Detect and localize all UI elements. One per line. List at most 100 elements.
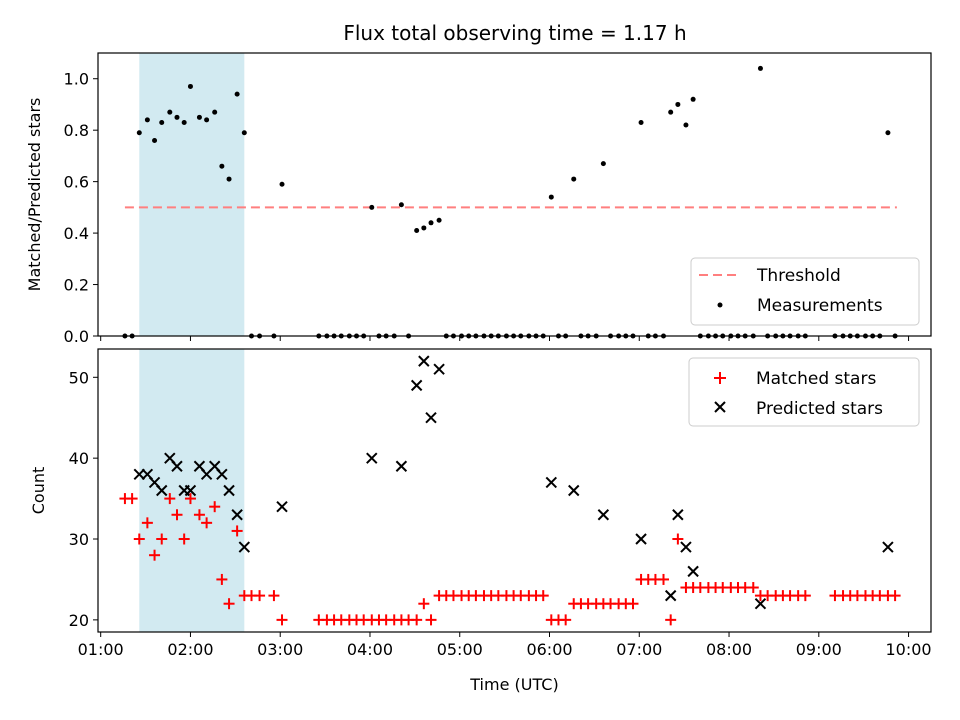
matched-star-point [658, 573, 670, 585]
measurement-point [196, 114, 202, 120]
measurement-point [152, 137, 158, 143]
measurement-point [136, 130, 142, 136]
matched-star-point [209, 501, 221, 513]
chart-title: Flux total observing time = 1.17 h [343, 21, 686, 45]
matched-star-point [231, 525, 243, 537]
measurement-point [668, 109, 674, 115]
predicted-star-point [410, 379, 423, 392]
bottom-y-ticks: 20 30 40 50 [69, 368, 98, 630]
predicted-star-point [635, 533, 647, 545]
measurement-point [187, 83, 193, 89]
matched-star-point [216, 573, 228, 585]
measurement-point [757, 65, 763, 71]
predicted-star-point [231, 509, 243, 521]
x-tick-label: 09:00 [796, 640, 842, 659]
measurement-point [219, 163, 225, 169]
y-tick-label: 20 [69, 611, 89, 630]
top-x-ticks [100, 336, 910, 341]
legend-matched-swatch [714, 372, 726, 384]
matched-star-point [149, 549, 161, 561]
matched-star-point [164, 493, 176, 505]
matched-star-point [193, 509, 205, 521]
legend-predicted-swatch [714, 401, 726, 413]
measurement-point [279, 181, 285, 187]
matched-star-point [156, 533, 168, 545]
measurement-point [428, 220, 434, 226]
bottom-legend: Matched stars Predicted stars [688, 357, 920, 427]
measurement-point [600, 161, 606, 167]
predicted-star-point [276, 500, 288, 513]
matched-star-point [411, 614, 423, 626]
y-tick-label: 40 [69, 449, 89, 468]
predicted-star-point [680, 541, 692, 553]
legend-matched-label: Matched stars [756, 369, 876, 389]
measurement-point [571, 176, 577, 182]
y-tick-label: 0.2 [64, 276, 89, 295]
measurement-point [204, 117, 210, 123]
bottom-x-ticks: 01:00 02:00 03:00 04:00 05:00 06:00 07:00 08:00… [78, 632, 932, 659]
x-axis-label: Time (UTC) [469, 675, 558, 694]
predicted-star-point [425, 412, 437, 424]
measurement-point [414, 228, 420, 234]
measurement-point [234, 91, 240, 97]
measurement-point [167, 109, 173, 115]
x-tick-label: 08:00 [706, 640, 752, 659]
y-tick-label: 1.0 [64, 70, 89, 89]
predicted-star-point [395, 460, 408, 472]
matched-star-point [889, 590, 901, 602]
measurement-point [226, 176, 232, 182]
matched-star-point [537, 590, 549, 602]
y-tick-label: 0.8 [64, 121, 89, 140]
y-tick-label: 0.0 [64, 327, 89, 346]
predicted-star-point [664, 589, 677, 602]
predicted-star-point [418, 355, 430, 367]
measurement-point [159, 119, 165, 125]
legend-threshold-label: Threshold [756, 266, 841, 286]
top-shaded-region-layer [139, 53, 245, 336]
top-y-axis-label: Matched/Predicted stars [25, 98, 44, 292]
measurement-point [144, 117, 150, 123]
legend-measurements-label: Measurements [757, 296, 883, 316]
matched-star-point [254, 590, 266, 602]
matched-star-point [276, 614, 288, 626]
bottom-y-axis-label: Count [29, 467, 48, 515]
matched-star-point [133, 533, 145, 545]
matched-star-point [799, 590, 811, 602]
matched-star-point [672, 533, 684, 545]
matched-star-point [747, 582, 759, 594]
x-tick-label: 06:00 [526, 640, 572, 659]
shaded-region [139, 53, 245, 336]
predicted-star-point [216, 468, 228, 481]
measurement-point [436, 217, 442, 223]
predicted-star-point [545, 476, 558, 489]
y-tick-label: 0.6 [64, 173, 89, 192]
measurement-point [885, 130, 891, 136]
top-y-ticks: 0.0 0.2 0.4 0.6 0.8 1.0 [64, 70, 98, 346]
bottom-plot-frame [97, 348, 932, 633]
x-tick-label: 07:00 [616, 640, 662, 659]
matched-star-point [627, 598, 639, 610]
matched-star-point [560, 614, 572, 626]
predicted-star-point [597, 509, 610, 521]
predicted-star-point [568, 484, 580, 497]
predicted-star-point [433, 363, 445, 375]
predicted-star-point [672, 509, 684, 521]
predicted-star-point [366, 452, 378, 464]
matched-star-point [223, 598, 235, 610]
measurement-point [212, 109, 218, 115]
measurement-point [369, 204, 375, 210]
matched-star-point [201, 517, 213, 529]
x-tick-label: 10:00 [886, 640, 932, 659]
measurement-point [683, 122, 689, 128]
matched-star-point [126, 493, 138, 505]
measurement-point [690, 96, 696, 102]
matched-star-point [268, 590, 280, 602]
predicted-star-point [754, 597, 767, 610]
top-legend: Threshold Measurements [690, 257, 920, 326]
matched-star-point [171, 509, 183, 521]
measurement-point [241, 130, 247, 136]
measurement-point [398, 202, 404, 208]
x-tick-label: 05:00 [437, 640, 483, 659]
bottom-legend-box [688, 357, 920, 427]
